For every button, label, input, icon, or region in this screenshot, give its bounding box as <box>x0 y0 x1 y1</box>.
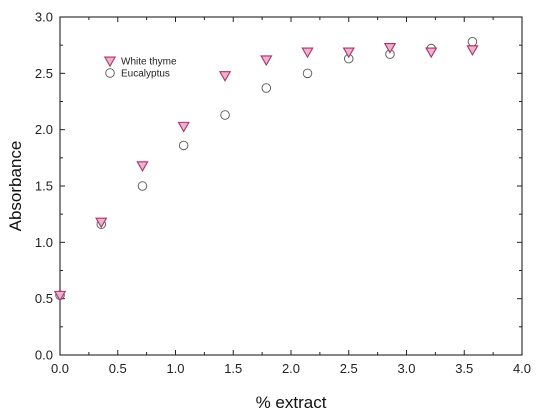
white-thyme-point <box>260 55 273 67</box>
eucalyptus-point <box>137 181 148 191</box>
y-tick-label: 0.0 <box>35 348 53 363</box>
x-tick-label: 2.5 <box>340 361 358 376</box>
white-thyme-point <box>466 45 479 56</box>
y-tick-label: 2.5 <box>35 66 53 81</box>
white-thyme-point <box>53 290 67 302</box>
white-thyme-point <box>136 161 149 173</box>
x-tick-label: 0.5 <box>109 361 127 376</box>
x-axis: 0.0 0.5 1.0 1.5 2.0 2.5 3.0 3.5 4.0 <box>51 17 531 376</box>
eucalyptus-point <box>302 68 313 79</box>
legend-label-eucalyptus: Eucalyptus <box>121 69 170 80</box>
y-tick-label: 0.5 <box>35 291 53 306</box>
y-axis-title: Absorbance <box>6 141 25 232</box>
y-tick-label: 1.5 <box>35 179 53 194</box>
white-thyme-point <box>95 217 108 229</box>
x-tick-label: 1.5 <box>224 361 242 376</box>
eucalyptus-point <box>220 110 230 120</box>
white-thyme-point <box>218 71 232 82</box>
white-thyme-point <box>342 47 355 59</box>
x-tick-label: 3.0 <box>397 361 415 376</box>
eucalyptus-point <box>178 140 189 151</box>
white-thyme-point <box>301 47 314 59</box>
white-thyme-point <box>177 121 190 133</box>
eucalyptus-point <box>467 37 478 47</box>
x-tick-label: 4.0 <box>513 361 531 376</box>
y-axis: 0.0 0.5 1.0 1.5 2.0 2.5 3.0 <box>35 10 522 363</box>
eucalyptus-point <box>261 83 272 93</box>
white-thyme-point <box>425 47 438 59</box>
y-tick-label: 2.0 <box>35 122 53 137</box>
x-axis-title: % extract <box>256 393 327 412</box>
data-points <box>53 37 479 302</box>
legend-marker-eucalyptus <box>105 68 115 78</box>
white-thyme-point <box>383 42 397 54</box>
legend-marker-white-thyme <box>103 56 117 68</box>
x-tick-label: 0.0 <box>51 361 69 376</box>
x-tick-label: 2.0 <box>282 361 300 376</box>
x-tick-label: 1.0 <box>166 361 184 376</box>
y-tick-label: 3.0 <box>35 10 53 25</box>
legend-label-white-thyme: White thyme <box>121 57 177 68</box>
y-tick-label: 1.0 <box>35 235 53 250</box>
x-tick-label: 3.5 <box>455 361 473 376</box>
